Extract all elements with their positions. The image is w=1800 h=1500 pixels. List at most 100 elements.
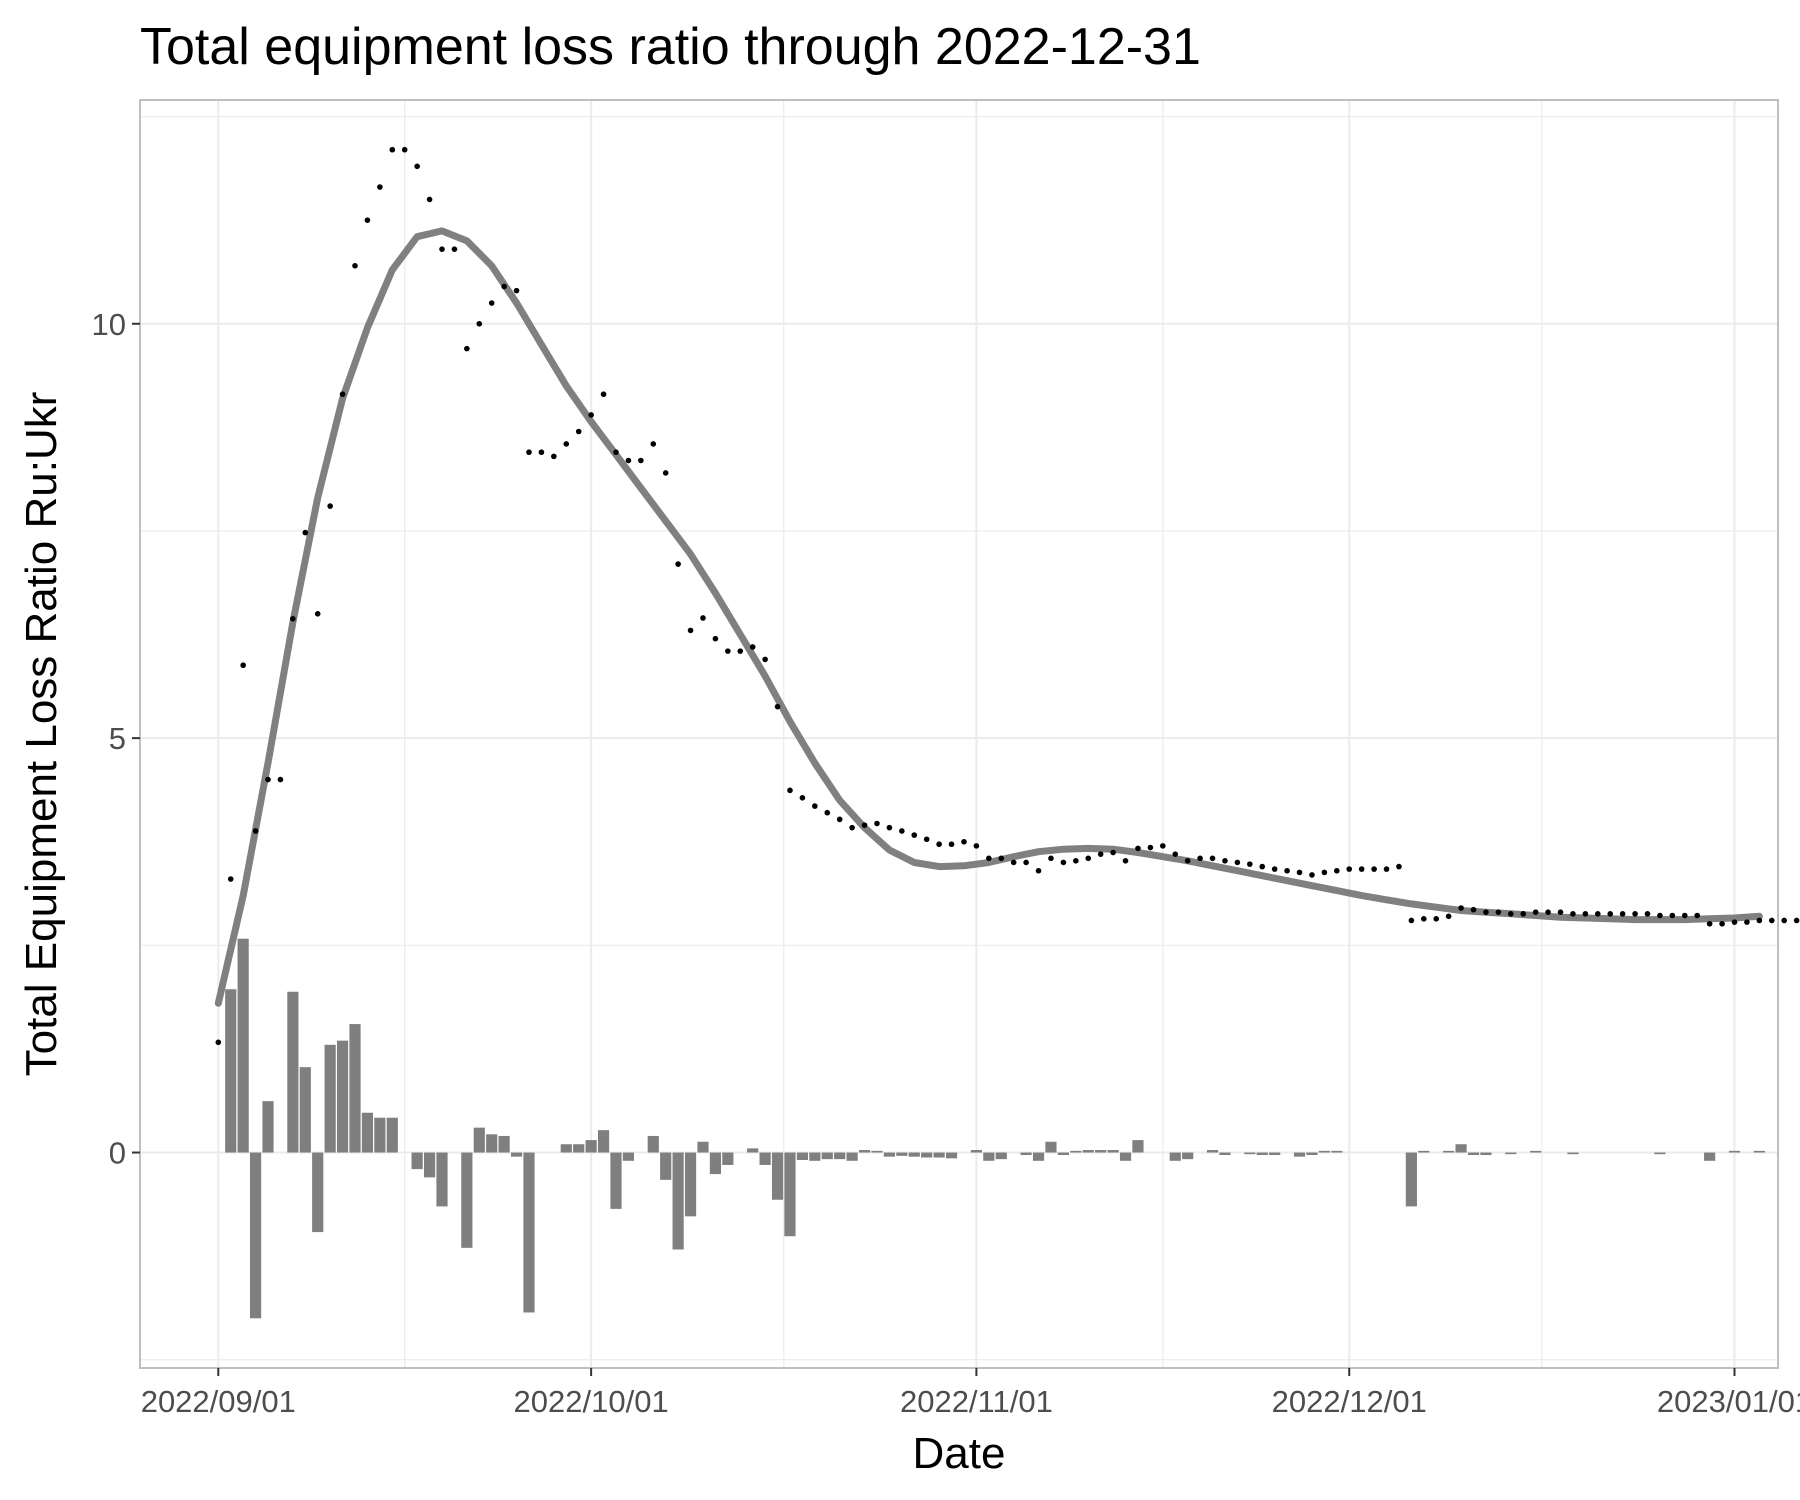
data-point (774, 703, 781, 710)
data-point (1495, 909, 1502, 915)
data-point (1744, 919, 1750, 925)
bar (1293, 1152, 1306, 1157)
bar (697, 1141, 709, 1153)
bar (747, 1148, 759, 1153)
data-point (401, 146, 408, 153)
data-point (799, 795, 806, 801)
bar (647, 1135, 659, 1153)
data-point (1731, 919, 1738, 925)
bar (1480, 1152, 1492, 1156)
data-point (1334, 867, 1340, 874)
bar (336, 1040, 349, 1153)
data-point (476, 320, 483, 327)
data-point (675, 561, 681, 567)
bar (1057, 1152, 1069, 1156)
data-point (1197, 855, 1203, 862)
data-point (1110, 849, 1116, 856)
panel-border (139, 99, 1779, 1369)
data-point (1085, 855, 1092, 862)
data-point (1719, 920, 1725, 927)
bar (1753, 1150, 1765, 1153)
bar (1082, 1150, 1094, 1153)
data-point (488, 300, 495, 306)
data-point (1557, 909, 1564, 915)
bar (498, 1135, 510, 1153)
data-point (389, 146, 396, 153)
data-point (923, 836, 930, 843)
data-point (1073, 858, 1079, 864)
data-point (302, 529, 309, 536)
data-point (1048, 855, 1054, 862)
bar (660, 1152, 672, 1180)
data-point (290, 616, 296, 622)
bar (1045, 1141, 1057, 1153)
bar (1728, 1150, 1741, 1153)
bar (796, 1152, 809, 1160)
grid-lines (140, 100, 1778, 1368)
data-point (712, 635, 719, 642)
data-point (513, 287, 520, 294)
bar-series (225, 938, 1765, 1319)
bar (225, 989, 237, 1153)
data-point (1408, 917, 1415, 924)
data-point (538, 449, 545, 456)
data-point (1632, 911, 1638, 917)
bar (262, 1101, 274, 1153)
bar (933, 1152, 945, 1158)
data-point (1296, 869, 1303, 876)
bar (908, 1152, 920, 1157)
bar (312, 1152, 324, 1233)
y-axis-title: Total Equipment Loss Ratio Ru:Ukr (17, 392, 66, 1077)
bar (1467, 1152, 1480, 1156)
bar (871, 1150, 883, 1153)
bar (349, 1024, 361, 1153)
bar (1256, 1152, 1268, 1156)
data-point (986, 855, 992, 862)
data-point (1321, 869, 1328, 876)
bar (510, 1152, 523, 1157)
bar (486, 1134, 498, 1153)
data-point (1023, 859, 1029, 866)
data-point (1097, 851, 1104, 857)
data-point (1122, 858, 1129, 864)
bar (374, 1117, 386, 1153)
bar (597, 1130, 610, 1153)
data-point (1209, 855, 1216, 862)
bar (983, 1152, 995, 1161)
data-point (1234, 859, 1241, 866)
bar (1418, 1150, 1430, 1153)
data-point (1346, 866, 1353, 872)
data-point (1507, 911, 1514, 917)
x-axis-title: Date (913, 1429, 1006, 1478)
bar (1405, 1152, 1417, 1207)
bar (1704, 1152, 1716, 1161)
data-point (861, 822, 868, 828)
data-point (1458, 905, 1464, 911)
data-point (849, 824, 855, 831)
data-point (600, 391, 607, 398)
data-point (1756, 917, 1763, 924)
data-point (1594, 911, 1601, 917)
data-point (749, 644, 756, 650)
bar (784, 1152, 796, 1237)
data-point (1060, 859, 1067, 866)
data-point (1520, 911, 1527, 917)
data-point (650, 441, 657, 447)
data-point (638, 457, 644, 464)
data-point (1694, 912, 1701, 919)
bar (809, 1152, 821, 1161)
y-tick-label: 0 (109, 1136, 126, 1171)
data-point (1570, 911, 1576, 917)
data-point (1147, 844, 1154, 851)
bar (585, 1140, 597, 1153)
x-tick-label: 2023/01/01 (1657, 1384, 1800, 1419)
bar (1107, 1150, 1119, 1153)
bar (423, 1152, 436, 1178)
data-point (1669, 912, 1676, 919)
y-tick-label: 10 (92, 307, 126, 342)
bar (1032, 1152, 1045, 1161)
data-point (1793, 917, 1800, 924)
y-axis: 0 5 10 (92, 307, 140, 1171)
data-point (625, 457, 632, 464)
chart-title: Total equipment loss ratio through 2022-… (140, 18, 1201, 76)
